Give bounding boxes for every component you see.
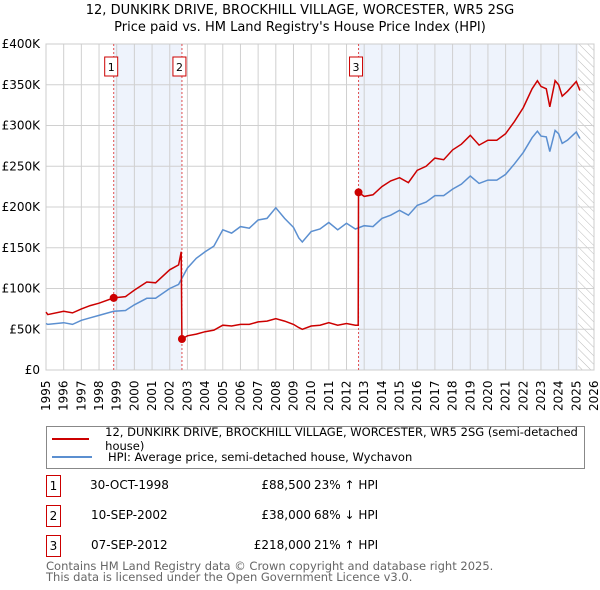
sale-price: £218,000 — [253, 538, 311, 552]
x-tick-label: 2002 — [163, 380, 177, 411]
footer-copyright: Contains HM Land Registry data © Crown c… — [46, 559, 494, 573]
sale-point — [354, 188, 363, 197]
x-tick-label: 2001 — [145, 380, 159, 411]
x-tick-label: 2007 — [251, 380, 265, 411]
sale-marker-box — [104, 56, 119, 77]
y-tick-label: £50K — [9, 322, 41, 336]
x-tick-label: 2008 — [269, 380, 283, 411]
table-row: 1 30-OCT-1998 £88,500 23% ↑ HPI — [46, 475, 446, 497]
y-tick-label: £400K — [2, 37, 42, 51]
sale-marker-label: 2 — [176, 61, 183, 74]
sale-hpi: 21% ↑ HPI — [314, 538, 379, 552]
x-tick-label: 2026 — [587, 380, 600, 411]
x-tick-label: 2020 — [481, 380, 495, 411]
x-tick-label: 2023 — [534, 380, 548, 411]
y-tick-label: £200K — [2, 200, 42, 214]
x-tick-label: 2017 — [428, 380, 442, 411]
y-tick-label: £100K — [2, 282, 42, 296]
x-tick-label: 1995 — [39, 380, 53, 411]
y-tick-label: £250K — [2, 159, 42, 173]
sale-point — [177, 335, 186, 344]
sale-hpi: 23% ↑ HPI — [314, 478, 379, 492]
x-tick-label: 2014 — [375, 380, 389, 411]
x-tick-label: 2015 — [393, 380, 407, 411]
sale-price: £38,000 — [261, 508, 311, 522]
sale-badge: 1 — [46, 475, 61, 497]
x-tick-label: 2009 — [286, 380, 300, 411]
y-tick-label: £0 — [25, 363, 40, 377]
sale-marker-box — [349, 56, 364, 77]
plot-frame — [45, 43, 595, 371]
y-tick-label: £350K — [2, 78, 42, 92]
x-tick-label: 2006 — [233, 380, 247, 411]
table-row: 2 10-SEP-2002 £38,000 68% ↓ HPI — [46, 505, 446, 527]
sale-marker-box — [172, 56, 187, 77]
legend-property: 12, DUNKIRK DRIVE, BROCKHILL VILLAGE, WO… — [105, 425, 578, 453]
sale-point — [109, 293, 118, 302]
x-tick-label: 2000 — [127, 380, 141, 411]
x-tick-label: 2005 — [216, 380, 230, 411]
legend-swatch-property — [52, 438, 90, 440]
chart-title: 12, DUNKIRK DRIVE, BROCKHILL VILLAGE, WO… — [85, 3, 515, 18]
sale-date: 07-SEP-2012 — [91, 538, 168, 552]
y-tick-label: £150K — [2, 241, 42, 255]
x-tick-label: 2010 — [304, 380, 318, 411]
x-tick-label: 2018 — [446, 380, 460, 411]
sale-hpi: 68% ↓ HPI — [314, 508, 379, 522]
x-tick-label: 1998 — [92, 380, 106, 411]
x-tick-label: 2019 — [463, 380, 477, 411]
legend-hpi: HPI: Average price, semi-detached house,… — [108, 450, 413, 464]
x-tick-label: 2013 — [357, 380, 371, 411]
sale-price: £88,500 — [261, 478, 311, 492]
x-tick-label: 1996 — [57, 380, 71, 411]
x-tick-label: 1999 — [110, 380, 124, 411]
chart-subtitle: Price paid vs. HM Land Registry's House … — [114, 20, 486, 35]
x-tick-label: 2012 — [340, 380, 354, 411]
x-tick-label: 2021 — [499, 380, 513, 411]
x-tick-label: 2022 — [516, 380, 530, 411]
sale-marker-label: 1 — [108, 61, 115, 74]
table-row: 3 07-SEP-2012 £218,000 21% ↑ HPI — [46, 535, 446, 557]
x-tick-label: 2003 — [180, 380, 194, 411]
sale-badge: 2 — [46, 505, 61, 527]
price-chart: 1995 1996 1997 1998 1999 2000 2001 2002 2003 2004… — [2, 37, 600, 411]
x-tick-label: 2024 — [552, 380, 566, 411]
y-tick-label: £300K — [2, 119, 42, 133]
x-tick-label: 2016 — [410, 380, 424, 411]
x-tick-label: 2004 — [198, 380, 212, 411]
x-tick-label: 2025 — [569, 380, 583, 411]
legend-swatch-hpi — [52, 456, 92, 458]
x-tick-label: 1997 — [74, 380, 88, 411]
footer-licence: This data is licensed under the Open Gov… — [46, 570, 413, 584]
sale-date: 30-OCT-1998 — [90, 478, 169, 492]
legend: 12, DUNKIRK DRIVE, BROCKHILL VILLAGE, WO… — [46, 425, 585, 469]
property-price-line — [45, 79, 581, 341]
sale-badge: 3 — [46, 535, 61, 557]
sale-marker-label: 3 — [353, 61, 360, 74]
x-tick-label: 2011 — [322, 380, 336, 411]
hpi-line — [45, 128, 581, 326]
sale-date: 10-SEP-2002 — [91, 508, 168, 522]
